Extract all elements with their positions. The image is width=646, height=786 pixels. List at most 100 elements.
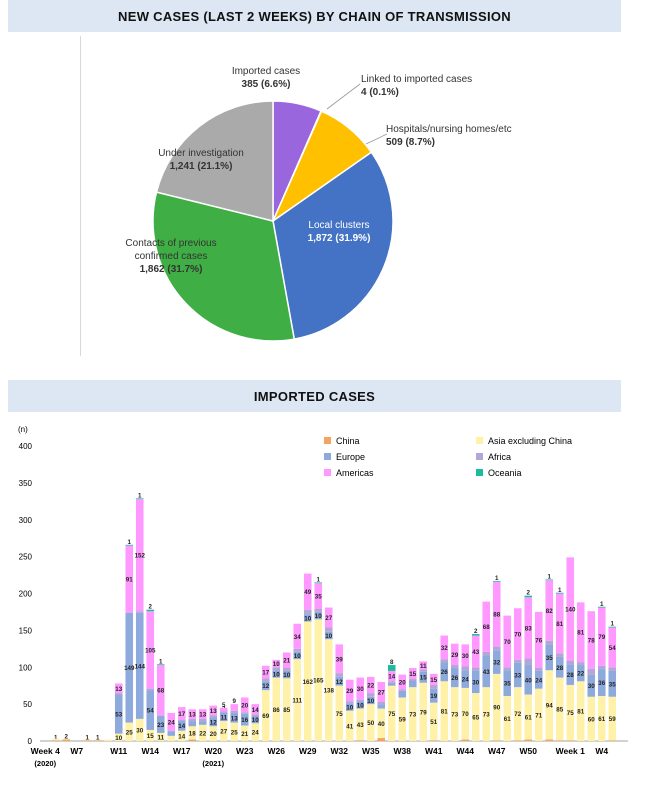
bar-segment-asia-excluding-china bbox=[188, 726, 197, 740]
bar-segment-china bbox=[62, 739, 71, 741]
pie-label-linked-to-imported-cases: Linked to imported cases 4 (0.1%) bbox=[361, 74, 472, 98]
bar-segment-africa bbox=[272, 667, 281, 671]
bar-segment-africa bbox=[230, 710, 239, 713]
bar-segment-china bbox=[492, 740, 501, 741]
bar-data-label: 81 bbox=[577, 630, 584, 637]
bar-segment-china bbox=[608, 740, 617, 741]
bar-data-label: 15 bbox=[147, 733, 154, 740]
bar-data-label: 1 bbox=[54, 734, 58, 741]
bar-segment-china bbox=[356, 740, 365, 741]
bar-segment-asia-excluding-china bbox=[513, 687, 522, 741]
bar-data-label: 17 bbox=[178, 711, 185, 718]
bar-data-label: 35 bbox=[546, 655, 553, 662]
bar-data-label: 138 bbox=[324, 688, 335, 695]
x-tick-label: W26 bbox=[268, 746, 286, 756]
bar-data-label: 10 bbox=[294, 653, 301, 660]
bar-data-label: 10 bbox=[115, 735, 122, 742]
bar-data-label: 43 bbox=[357, 722, 364, 729]
bar-data-label: 90 bbox=[493, 705, 500, 712]
legend-label: Asia excluding China bbox=[488, 436, 572, 446]
bar-data-label: 27 bbox=[378, 689, 385, 696]
bar-segment-americas bbox=[251, 704, 260, 715]
bar-segment-asia-excluding-china bbox=[503, 696, 512, 741]
bar-data-label: 1 bbox=[96, 734, 100, 741]
bar-data-label: 65 bbox=[472, 715, 479, 722]
bar-segment-africa bbox=[471, 667, 480, 671]
pie-label-contacts-of-previous-confirmed-cases: Contacts of previous confirmed cases 1,862… bbox=[125, 238, 216, 275]
bar-data-label: 20 bbox=[399, 680, 406, 687]
bar-segment-americas bbox=[366, 676, 375, 694]
bar-segment-europe bbox=[471, 670, 480, 694]
bar-data-label: 14 bbox=[178, 733, 185, 740]
bar-data-label: 60 bbox=[588, 716, 595, 723]
bar-data-label: 162 bbox=[303, 679, 314, 686]
bar-data-label: 79 bbox=[420, 709, 427, 716]
bar-segment-asia-excluding-china bbox=[377, 708, 386, 739]
bar-data-label: 1 bbox=[548, 573, 552, 580]
bar-data-label: 32 bbox=[441, 645, 448, 652]
x-tick-label: Week 4 bbox=[31, 746, 60, 756]
pie-label-name: Hospitals/nursing homes/etc bbox=[386, 124, 512, 135]
bar-segment-oceania bbox=[524, 595, 533, 598]
bar-data-label: 19 bbox=[430, 693, 437, 700]
bar-segment-africa bbox=[167, 730, 176, 732]
bar-segment-china bbox=[513, 740, 522, 741]
bar-segment-americas bbox=[293, 623, 302, 649]
bar-segment-asia-excluding-china bbox=[429, 702, 438, 741]
bar-data-label: 1 bbox=[128, 539, 132, 546]
bar-data-label: 30 bbox=[472, 680, 479, 687]
bar-segment-europe bbox=[534, 670, 543, 689]
bar-data-label: 82 bbox=[546, 608, 553, 615]
bar-data-label: 1 bbox=[495, 575, 499, 582]
bar-data-label: 24 bbox=[168, 719, 175, 726]
bar-data-label: 17 bbox=[262, 670, 269, 677]
bar-segment-americas bbox=[408, 667, 417, 680]
legend-swatch bbox=[476, 437, 483, 444]
bar-segment-americas bbox=[198, 709, 207, 719]
bar-data-label: 30 bbox=[588, 683, 595, 690]
bar-segment-europe bbox=[387, 682, 396, 686]
bar-data-label: 34 bbox=[294, 634, 301, 641]
bar-data-label: 32 bbox=[493, 660, 500, 667]
bar-data-label: 76 bbox=[535, 637, 542, 644]
pie-label-name: Under investigation bbox=[158, 148, 244, 159]
bar-data-label: 41 bbox=[346, 723, 353, 730]
bar-segment-oceania bbox=[545, 579, 554, 581]
bar-segment-asia-excluding-china bbox=[282, 678, 291, 741]
bar-segment-africa bbox=[377, 701, 386, 705]
bar-data-label: 30 bbox=[136, 727, 143, 734]
bar-data-label: 24 bbox=[535, 677, 542, 684]
bar-segment-europe bbox=[135, 612, 144, 719]
pie-label-imported-cases: Imported cases 385 (6.6%) bbox=[232, 66, 300, 90]
bar-segment-china bbox=[188, 739, 197, 741]
bar-segment-americas bbox=[608, 627, 617, 668]
bar-segment-americas bbox=[450, 643, 459, 666]
bar-segment-americas bbox=[576, 602, 585, 663]
bar-data-label: 23 bbox=[157, 722, 164, 729]
pie-label-name: Imported cases bbox=[232, 66, 300, 77]
bar-segment-china bbox=[566, 740, 575, 741]
bar-data-label: 152 bbox=[135, 553, 146, 560]
bar-segment-africa bbox=[146, 688, 155, 691]
bar-data-label: 14 bbox=[388, 674, 395, 681]
bar-data-label: 70 bbox=[514, 632, 521, 639]
bar-data-label: 15 bbox=[430, 677, 437, 684]
bar-segment-europe bbox=[482, 655, 491, 688]
bar-segment-africa bbox=[450, 665, 459, 668]
bar-data-label: 40 bbox=[525, 677, 532, 684]
bar-data-label: 75 bbox=[388, 711, 395, 718]
pie-label-name: Linked to imported cases bbox=[361, 74, 472, 85]
bar-segment-asia-excluding-china bbox=[219, 721, 228, 741]
bar-segment-africa bbox=[597, 665, 606, 670]
bar-segment-americas bbox=[492, 581, 501, 647]
legend-swatch bbox=[324, 437, 331, 444]
bar-segment-americas bbox=[135, 499, 144, 612]
bar-data-label: 15 bbox=[409, 671, 416, 678]
bar-data-label: 8 bbox=[390, 659, 394, 666]
pie-label-value: 4 (0.1%) bbox=[361, 87, 399, 98]
bar-segment-africa bbox=[408, 679, 417, 681]
bar-segment-europe bbox=[125, 612, 134, 723]
bar-chart-panel: (n) 0 50 100 150 200 250 300 350 400 China Asia exc… bbox=[8, 416, 633, 781]
bar-data-label: 68 bbox=[483, 624, 490, 631]
bar-data-label: 2 bbox=[527, 590, 531, 597]
